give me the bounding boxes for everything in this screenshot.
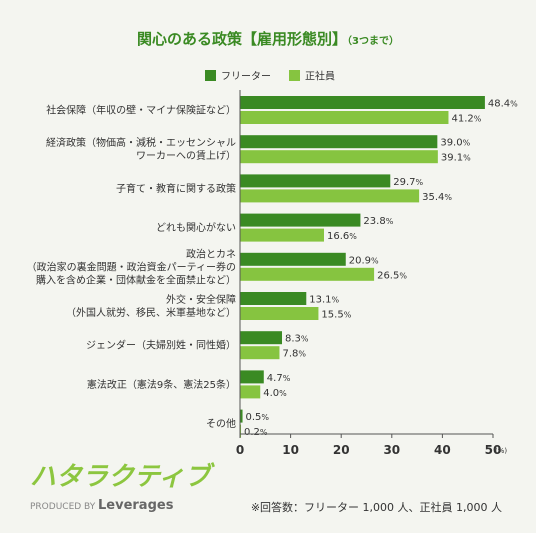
bar-s2-c4 [240,228,324,242]
category-label-6: 外交・安全保障（外国人就労、移民、米軍基地など） [66,293,236,319]
value-label-s2-c6: 15.5% [321,310,351,321]
value-label-s1-c8: 4.7% [267,373,291,384]
category-label-7: ジェンダー（夫婦別姓・同性婚） [86,339,236,352]
category-label-9: その他 [206,417,236,430]
value-label-s2-c7: 7.8% [282,349,306,360]
category-label-5: 政治とカネ（政治家の裏金問題・政治資金パーティー券の購入を含め企業・団体献金を全… [27,247,236,286]
legend: フリーター 正社員 [205,70,335,83]
brand-logo-text: ハタラクティブ [30,462,215,492]
bar-s2-c8 [240,385,261,399]
category-label-8: 憲法改正（憲法9条、憲法25条） [87,378,236,391]
bar-s2-c6 [240,307,319,320]
bar-s1-c8 [240,370,264,384]
bar-s1-c9 [240,409,243,423]
value-label-s1-c6: 13.1% [309,295,339,306]
legend-label-2: 正社員 [305,70,335,83]
value-label-s2-c3: 35.4% [422,192,452,203]
bar-s2-c3 [240,189,420,203]
x-tick-label-1: 0 [236,443,244,457]
value-label-s1-c5: 20.9% [349,255,379,266]
bar-s2-c7 [240,346,280,360]
category-label-3: 子育て・教育に関する政策 [116,182,236,195]
brand-produced-by: PRODUCED BY [30,502,96,512]
bar-s1-c6 [240,292,307,305]
brand-logo: ハタラクティブ PRODUCED BY Leverages [30,462,215,513]
bar-s1-c7 [240,331,282,345]
x-tick-label-3: 20 [333,443,350,457]
value-label-s1-c7: 8.3% [285,334,309,345]
bar-s1-c4 [240,213,361,227]
x-tick-label-6: 50 [485,443,502,457]
bar-s2-c9 [240,424,242,438]
legend-swatch-2 [289,70,300,81]
x-axis-unit: (%) [495,447,507,455]
bar-s2-c5 [240,267,375,281]
value-label-s1-c4: 23.8% [363,216,393,227]
value-label-s2-c9: 0.2% [244,427,268,438]
value-label-s2-c8: 4.0% [263,388,287,399]
chart-title: 関心のある政策【雇用形態別】（3つまで） [137,30,399,48]
bar-s2-c2 [240,150,438,164]
bar-s1-c3 [240,174,391,188]
bar-s1-c2 [240,135,438,149]
plot-area: 48.4% 41.2% 社会保障（年収の壁・マイナ保険証など） 39.0% 39.1% 経… [27,90,518,457]
x-tick-label-4: 30 [383,443,400,457]
bar-s1-c1 [240,96,485,109]
category-label-4: どれも関心がない [156,221,236,234]
value-label-s1-c3: 29.7% [393,177,423,188]
value-label-s2-c4: 16.6% [327,231,357,242]
value-label-s1-c1: 48.4% [488,99,518,110]
x-tick-label-2: 10 [282,443,299,457]
value-label-s2-c2: 39.1% [441,153,471,164]
value-label-s1-c2: 39.0% [440,138,470,149]
chart-title-main: 関心のある政策【雇用形態別】 [137,30,347,48]
bar-s2-c1 [240,111,449,124]
value-label-s2-c1: 41.2% [451,114,481,125]
value-label-s1-c9: 0.5% [246,412,270,423]
x-tick-label-5: 40 [434,443,451,457]
brand-company: Leverages [98,498,174,513]
chart-subtitle: （3つまで） [347,34,399,47]
category-label-1: 社会保障（年収の壁・マイナ保険証など） [46,104,236,117]
legend-swatch-1 [205,70,216,81]
footnote: ※回答数：フリーター 1,000 人、正社員 1,000 人 [251,500,502,514]
category-label-2: 経済政策（物価高・減税・エッセンシャルワーカーへの賃上げ） [46,136,236,162]
bar-s1-c5 [240,252,346,266]
legend-label-1: フリーター [221,71,271,83]
value-label-s2-c5: 26.5% [377,270,407,281]
